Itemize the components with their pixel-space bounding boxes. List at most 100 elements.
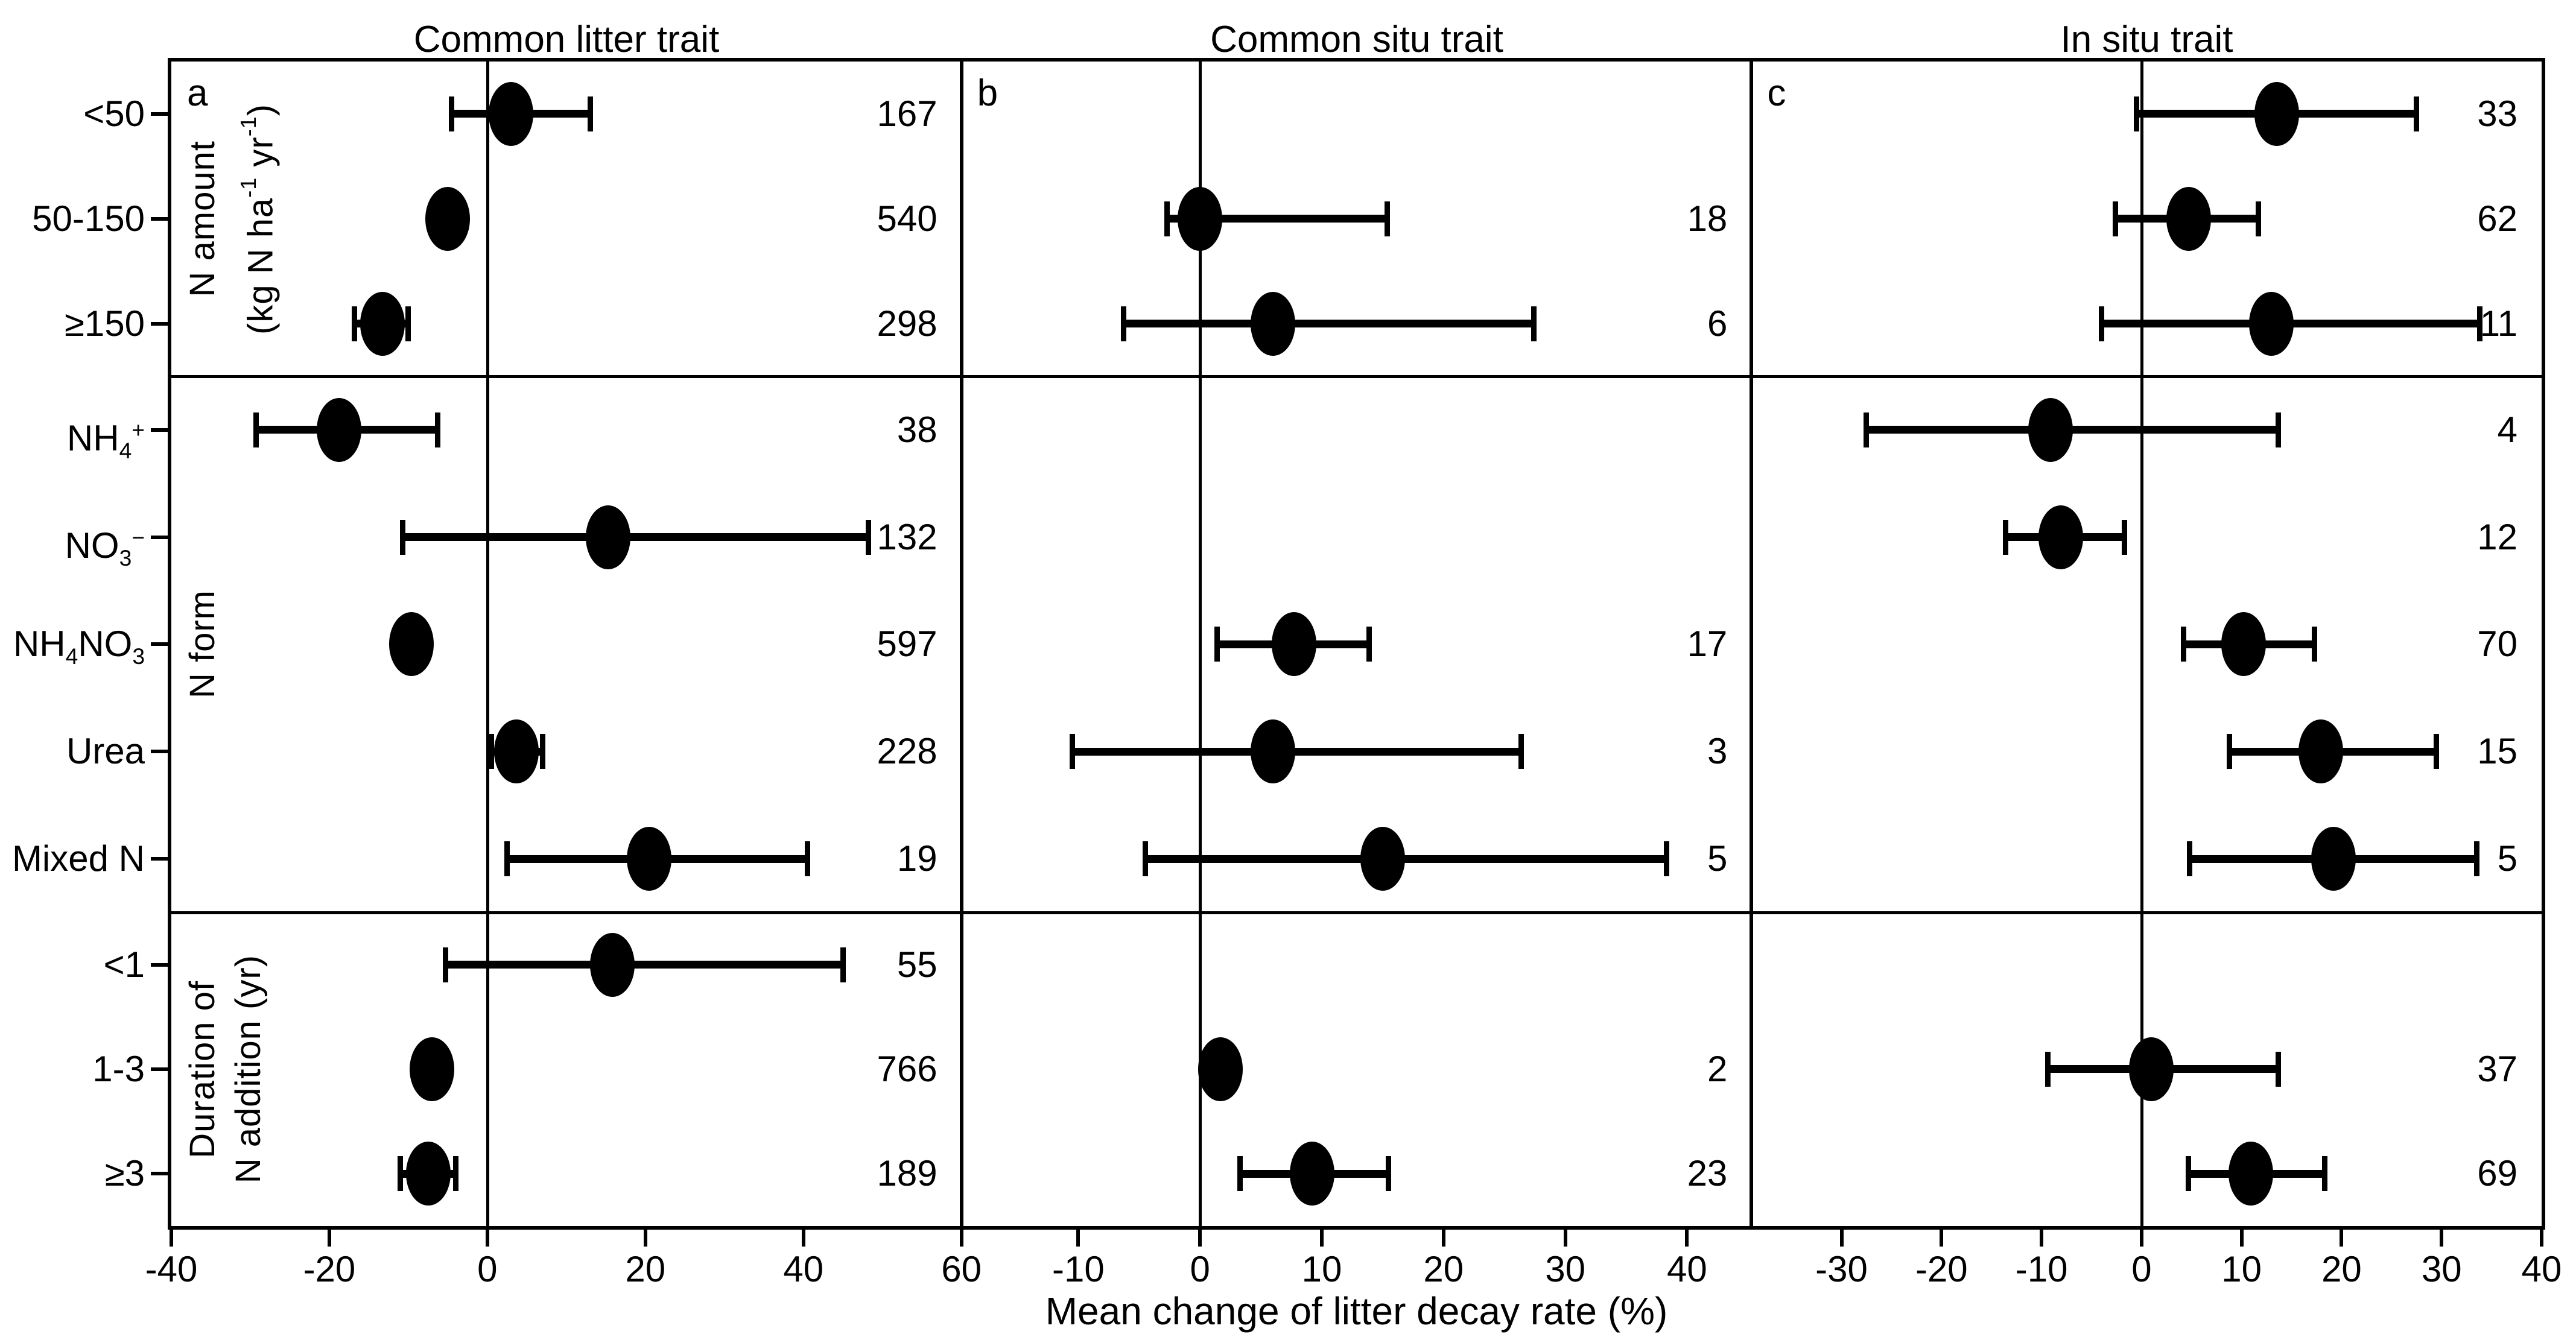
x-tick xyxy=(643,1228,647,1247)
data-point-marker xyxy=(2166,186,2211,251)
error-bar-cap xyxy=(2476,306,2482,341)
x-tick xyxy=(1940,1228,1944,1247)
x-tick xyxy=(1076,1228,1080,1247)
error-bar-cap xyxy=(1142,841,1148,877)
sample-size-label: 11 xyxy=(2479,303,2517,344)
x-tick-label: -30 xyxy=(1815,1249,1868,1289)
x-tick-label: 0 xyxy=(1190,1249,1210,1289)
error-bar-cap xyxy=(2227,734,2233,770)
sample-size-label: 37 xyxy=(2477,1048,2517,1089)
panel-c-title: In situ trait xyxy=(2060,19,2233,60)
plot-area: a 167 540 298 38 132 597 228 19 55 766 189 b 18 6 17 3 5 2… xyxy=(168,58,2545,1230)
section-label-line: N amount xyxy=(180,141,226,297)
sample-size-label: 5 xyxy=(2497,838,2517,879)
error-bar-cap xyxy=(2276,412,2282,447)
x-tick-label: 20 xyxy=(1423,1249,1464,1289)
error-bar-cap xyxy=(2321,1156,2327,1192)
x-tick-label: 0 xyxy=(477,1249,498,1289)
error-bar-cap xyxy=(1366,627,1372,662)
x-tick xyxy=(2340,1228,2344,1247)
sample-size-label: 167 xyxy=(877,93,937,134)
label-text: Mixed N xyxy=(11,838,145,879)
x-tick xyxy=(959,1228,963,1247)
sample-size-label: 597 xyxy=(877,624,937,665)
sample-size-label: 132 xyxy=(877,516,937,557)
sample-size-label: 12 xyxy=(2477,516,2517,557)
error-bar-cap xyxy=(1531,306,1537,341)
y-tick xyxy=(151,642,171,646)
error-bar-cap xyxy=(1214,627,1220,662)
data-point-marker xyxy=(2228,1142,2273,1206)
data-point-marker xyxy=(489,81,534,146)
data-point-marker xyxy=(1198,1037,1243,1101)
row-label: NH4NO3 xyxy=(0,619,145,669)
panel-a-title: Common litter trait xyxy=(413,19,720,60)
label-text: Urea xyxy=(66,731,145,772)
section-label: N form xyxy=(180,376,226,912)
error-bar-cap xyxy=(1164,201,1170,236)
label-text: <1 xyxy=(103,944,145,985)
x-tick-label: 40 xyxy=(1667,1249,1707,1289)
error-bar-cap xyxy=(587,96,593,131)
subscript: 4 xyxy=(65,643,78,669)
data-point-marker xyxy=(1271,612,1316,677)
section-divider xyxy=(171,911,2542,914)
error-bar-cap xyxy=(1120,306,1126,341)
label-text: NO xyxy=(78,624,133,665)
data-point-marker xyxy=(627,827,672,891)
error-bar-cap xyxy=(1237,1156,1243,1192)
label-text: ) xyxy=(241,103,281,116)
x-tick-label: -10 xyxy=(2015,1249,2068,1289)
label-text: ≥3 xyxy=(104,1153,145,1194)
y-tick xyxy=(151,857,171,861)
x-tick xyxy=(327,1228,331,1247)
sample-size-label: 70 xyxy=(2477,624,2517,665)
superscript: -1 xyxy=(236,115,261,136)
data-point-marker xyxy=(2038,505,2083,569)
sample-size-label: 4 xyxy=(2497,409,2517,450)
y-tick xyxy=(151,1067,171,1071)
error-bar-cap xyxy=(2113,201,2119,236)
error-bar xyxy=(1145,855,1667,863)
row-label: Urea xyxy=(0,727,145,776)
sample-size-label: 540 xyxy=(877,198,937,239)
x-tick xyxy=(1563,1228,1567,1247)
error-bar-cap xyxy=(2134,96,2140,131)
x-tick-label: 40 xyxy=(2521,1249,2562,1289)
error-bar-cap xyxy=(400,519,406,555)
subscript: 3 xyxy=(119,545,132,571)
data-point-marker xyxy=(2298,719,2343,784)
data-point-marker xyxy=(2249,291,2294,356)
superscript: + xyxy=(132,417,145,443)
row-label: 1-3 xyxy=(0,1045,145,1094)
x-tick-label: -20 xyxy=(303,1249,356,1289)
data-point-marker xyxy=(586,505,631,569)
row-label: 50-150 xyxy=(0,194,145,244)
error-bar-cap xyxy=(2002,519,2008,555)
error-bar-cap xyxy=(1385,201,1391,236)
data-point-marker xyxy=(360,291,405,356)
data-point-marker xyxy=(2221,612,2266,677)
zero-reference-line xyxy=(2140,62,2143,1226)
x-tick-label: -20 xyxy=(1915,1249,1968,1289)
error-bar-cap xyxy=(1663,841,1669,877)
data-point-marker xyxy=(589,932,635,997)
x-tick xyxy=(801,1228,805,1247)
error-bar-cap xyxy=(405,306,411,341)
error-bar-cap xyxy=(804,841,810,877)
label-text: N amount xyxy=(183,141,222,297)
y-tick xyxy=(151,428,171,432)
panel-letter: c xyxy=(1767,72,1786,114)
sample-size-label: 5 xyxy=(1707,838,1728,879)
error-bar-cap xyxy=(1386,1156,1392,1192)
panel-letter: b xyxy=(977,72,998,114)
error-bar-cap xyxy=(2312,627,2318,662)
error-bar-cap xyxy=(352,306,358,341)
panel-c: c 33 62 11 4 12 70 15 5 37 69 xyxy=(1751,62,2542,1226)
sample-size-label: 18 xyxy=(1687,198,1728,239)
label-text: ≥150 xyxy=(64,303,145,344)
x-tick-label: 20 xyxy=(2321,1249,2362,1289)
panel-letter: a xyxy=(187,72,208,114)
error-bar xyxy=(445,961,843,969)
superscript: -1 xyxy=(236,177,261,198)
